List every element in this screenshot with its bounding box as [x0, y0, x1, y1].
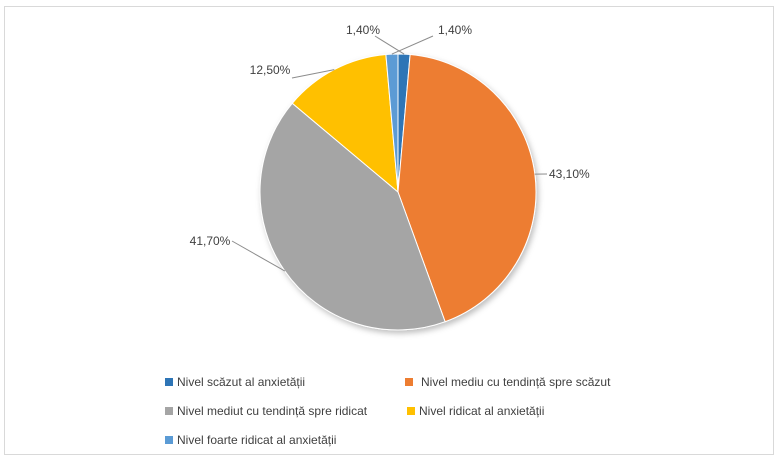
legend-label: Nivel ridicat al anxietății — [419, 404, 545, 418]
legend-item: Nivel mediu cu tendință spre scăzut — [405, 375, 610, 389]
legend-label: Nivel mediu cu tendință spre scăzut — [421, 375, 611, 389]
data-label: 41,70% — [190, 234, 231, 248]
legend-label: Nivel foarte ridicat al anxietății — [177, 433, 337, 447]
pie-chart: 1,40% 43,10% 41,70% 12,50% 1,40% — [190, 23, 590, 331]
leader-line — [391, 35, 434, 55]
data-label: 1,40% — [438, 23, 472, 37]
data-label: 1,40% — [346, 23, 380, 37]
legend-item: Nivel scăzut al anxietății — [165, 375, 305, 389]
legend-item: Nivel foarte ridicat al anxietății — [165, 433, 336, 447]
legend-label: Nivel scăzut al anxietății — [177, 375, 306, 389]
leader-line — [374, 35, 405, 55]
legend-label: Nivel mediut cu tendință spre ridicat — [177, 404, 368, 418]
legend-swatch — [407, 407, 415, 415]
data-label: 12,50% — [250, 63, 291, 77]
legend-item: Nivel ridicat al anxietății — [407, 404, 544, 418]
legend-swatch — [165, 378, 173, 386]
leader-line — [231, 240, 286, 272]
pie-slice — [259, 102, 446, 331]
legend-item: Nivel mediut cu tendință spre ridicat — [165, 404, 367, 418]
data-label: 43,10% — [549, 167, 590, 181]
legend-swatch — [405, 378, 413, 386]
pie-slice — [397, 53, 537, 323]
legend-swatch — [165, 407, 173, 415]
legend-swatch — [165, 436, 173, 444]
chart-frame: 1,40% 43,10% 41,70% 12,50% 1,40% Nivel scăzu… — [4, 6, 774, 455]
leader-line — [291, 69, 335, 79]
